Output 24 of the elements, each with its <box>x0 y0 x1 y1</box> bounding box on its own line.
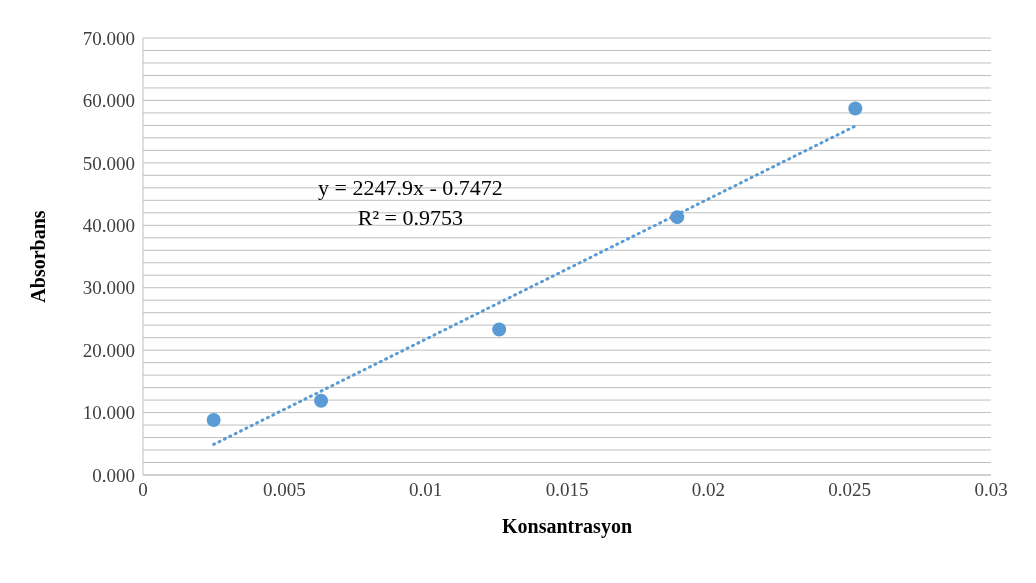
x-tick-label: 0.02 <box>691 479 725 501</box>
y-tick-label: 70.000 <box>82 27 135 49</box>
x-tick-label: 0.03 <box>974 479 1008 501</box>
annotation: y = 2247.9x - 0.7472 <box>318 174 503 202</box>
x-tick-label: 0.015 <box>545 479 589 501</box>
x-tick-label: 0 <box>138 479 148 501</box>
x-tick-label: 0.005 <box>262 479 306 501</box>
point <box>314 393 329 408</box>
x-axis-title: Konsantrasyon <box>501 515 633 538</box>
point <box>670 210 685 225</box>
y-tick-label: 10.000 <box>82 402 135 424</box>
y-tick-label: 20.000 <box>82 339 135 361</box>
point <box>206 413 221 428</box>
y-tick-label: 40.000 <box>82 215 135 237</box>
y-tick-label: 0.000 <box>92 464 135 486</box>
x-tick-label: 0.01 <box>409 479 443 501</box>
y-tick-label: 50.000 <box>82 152 135 174</box>
point <box>492 322 507 337</box>
y-tick-label: 60.000 <box>82 90 135 112</box>
point <box>848 101 863 116</box>
x-tick-label: 0.025 <box>828 479 872 501</box>
annotation: R² = 0.9753 <box>356 204 464 232</box>
y-tick-label: 30.000 <box>82 277 135 299</box>
y-axis-title: Absorbans <box>27 210 50 303</box>
